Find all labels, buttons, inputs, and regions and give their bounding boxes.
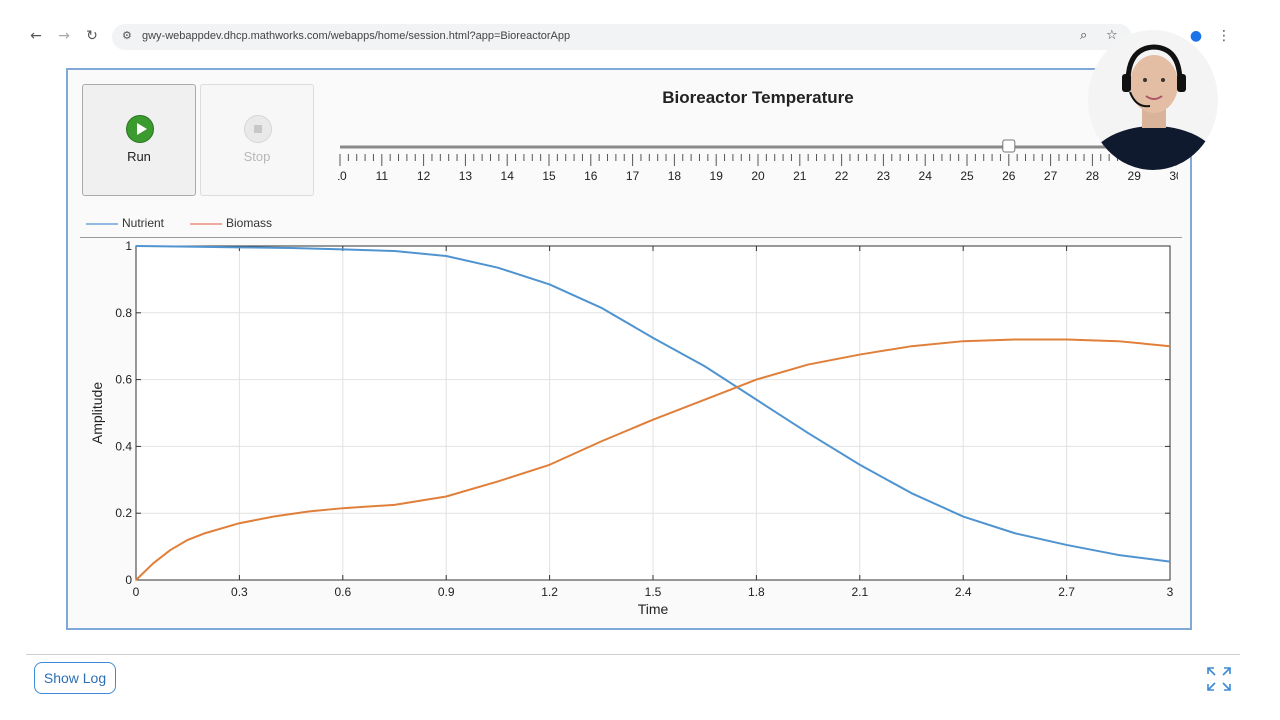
webcam-overlay [1088,30,1218,170]
show-log-button[interactable]: Show Log [34,662,116,694]
fullscreen-icon[interactable] [1206,666,1232,692]
temperature-slider[interactable]: 10 11 12 13 14 15 16 17 18 19 20 21 22 23 24 25 26 27 28 29… [333,132,1183,192]
y-tick-label: 0.6 [115,373,132,387]
slider-tick-label: 22 [835,169,849,183]
x-tick-label: 0.3 [231,585,248,599]
site-settings-icon[interactable]: ⚙ [122,29,132,42]
slider-tick-label: 19 [710,169,724,183]
slider-tick-label: 10 [338,169,347,183]
footer-divider [26,654,1240,655]
legend-swatch-nutrient [86,222,118,225]
x-tick-label: 3 [1167,585,1174,599]
stop-icon [244,115,272,143]
app-window: Run Stop Bioreactor Temperature 10111213… [66,68,1192,630]
series-line-nutrient [135,245,1171,563]
zoom-icon[interactable]: ⌕ [1080,28,1088,43]
stop-button-label: Stop [243,149,271,164]
slider-tick-label: 29 [1128,169,1142,183]
legend-item-biomass: Biomass [190,216,272,232]
legend-item-nutrient: Nutrient [86,216,164,232]
y-axis-label: Amplitude [89,382,105,444]
x-tick-label: 2.7 [1058,585,1075,599]
slider-tick-label: 13 [459,169,473,183]
slider-tick-label: 14 [501,169,515,183]
x-tick-label: 0.9 [438,585,455,599]
slider-tick-label: 30 [1169,169,1178,183]
slider-title: Bioreactor Temperature [662,88,854,107]
play-icon [126,115,154,143]
x-tick-label: 1.5 [645,585,662,599]
browser-toolbar: ← → ↻ ⚙ gwy-webappdev.dhcp.mathworks.com… [0,0,1280,72]
x-axis-label: Time [638,601,669,617]
slider-tick-label: 21 [793,169,807,183]
legend-label-nutrient: Nutrient [122,216,165,230]
presenter-icon [1088,30,1218,170]
slider-tick-label: 16 [584,169,598,183]
slider-tick-label: 11 [376,169,389,183]
x-tick-label: 0.6 [334,585,351,599]
legend-label-biomass: Biomass [226,216,273,230]
slider-tick-label: 26 [1002,169,1016,183]
address-bar[interactable]: ⚙ gwy-webappdev.dhcp.mathworks.com/webap… [112,24,1132,50]
bookmark-star-icon[interactable]: ☆ [1106,28,1118,43]
back-arrow-icon[interactable]: ← [30,28,42,44]
slider-tick-label: 17 [626,169,640,183]
slider-tick-label: 28 [1086,169,1100,183]
slider-svg[interactable]: 10 11 12 13 14 15 16 17 18 19 20 21 22 23 24 25 26 27 28 29… [333,132,1183,192]
legend-swatch-biomass [190,222,222,225]
reload-icon[interactable]: ↻ [86,28,98,44]
amplitude-chart: 0 0.3 0.6 0.9 1.2 1.5 1.8 2.1 2.4 2.7 3 0 0.2 0.4 0.6 0… [89,239,1174,617]
slider-tick-label: 27 [1044,169,1058,183]
run-button-label: Run [127,149,151,164]
forward-arrow-icon[interactable]: → [58,28,70,44]
y-tick-label: 0 [125,573,132,587]
address-url: gwy-webappdev.dhcp.mathworks.com/webapps… [142,30,571,42]
series-line-biomass [135,338,1171,581]
slider-thumb[interactable] [1002,139,1016,153]
x-tick-label: 0 [133,585,140,599]
slider-tick-label: 25 [960,169,974,183]
run-button[interactable]: Run [82,84,196,196]
profile-icon[interactable]: ● [1189,28,1203,44]
slider-tick-label: 12 [417,169,431,183]
y-tick-label: 1 [125,239,132,253]
slider-tick-label: 18 [668,169,682,183]
slider-tick-label: 15 [542,169,556,183]
y-tick-label: 0.2 [115,506,132,520]
stop-button[interactable]: Stop [200,84,314,196]
plot-frame [135,245,1171,581]
slider-tick-label: 24 [919,169,933,183]
y-tick-label: 0.4 [115,439,132,453]
x-tick-label: 2.1 [851,585,868,599]
x-tick-label: 1.8 [748,585,765,599]
slider-tick-label: 20 [751,169,765,183]
menu-kebab-icon[interactable]: ⋮ [1217,28,1231,44]
x-tick-label: 1.2 [541,585,558,599]
y-tick-label: 0.8 [115,306,132,320]
legend-divider [80,237,1182,238]
slider-tick-label: 23 [877,169,891,183]
x-tick-label: 2.4 [955,585,972,599]
